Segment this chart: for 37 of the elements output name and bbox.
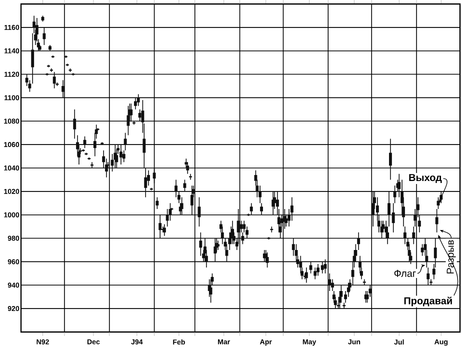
candlestick [152, 168, 156, 184]
annotation: Флаг [394, 270, 416, 277]
candlestick [354, 244, 358, 262]
annotation: Продавай [404, 296, 452, 306]
candlestick [183, 179, 186, 192]
candlestick [426, 267, 430, 286]
candlestick [320, 261, 324, 274]
candlestick [392, 202, 395, 233]
candlestick [73, 109, 76, 140]
candlestick [198, 196, 201, 227]
candlestick [186, 162, 190, 174]
candlestick [199, 232, 202, 256]
candlestick [314, 267, 317, 280]
candlestick [340, 284, 343, 304]
candlestick [93, 132, 96, 157]
candlestick [174, 179, 178, 198]
candlestick [435, 208, 438, 233]
candlestick [266, 252, 269, 268]
candlestick [357, 232, 360, 250]
candlestick [156, 196, 159, 210]
candlestick [52, 72, 56, 89]
candlestick [372, 191, 375, 227]
candlestick [388, 138, 392, 180]
annotation: Разрыв [446, 240, 456, 274]
candlestick [180, 196, 184, 216]
candlestick [250, 202, 253, 216]
candlestick [134, 97, 137, 110]
candlestick [241, 232, 244, 245]
candlestick [42, 27, 46, 46]
candlestick [158, 214, 162, 239]
candlestick [62, 80, 64, 98]
candlestick [328, 273, 332, 292]
candlestick [130, 103, 133, 122]
candlestick [144, 168, 148, 198]
candlestick [136, 94, 140, 106]
candlestick [309, 261, 312, 274]
annotation: Выход [409, 174, 442, 183]
